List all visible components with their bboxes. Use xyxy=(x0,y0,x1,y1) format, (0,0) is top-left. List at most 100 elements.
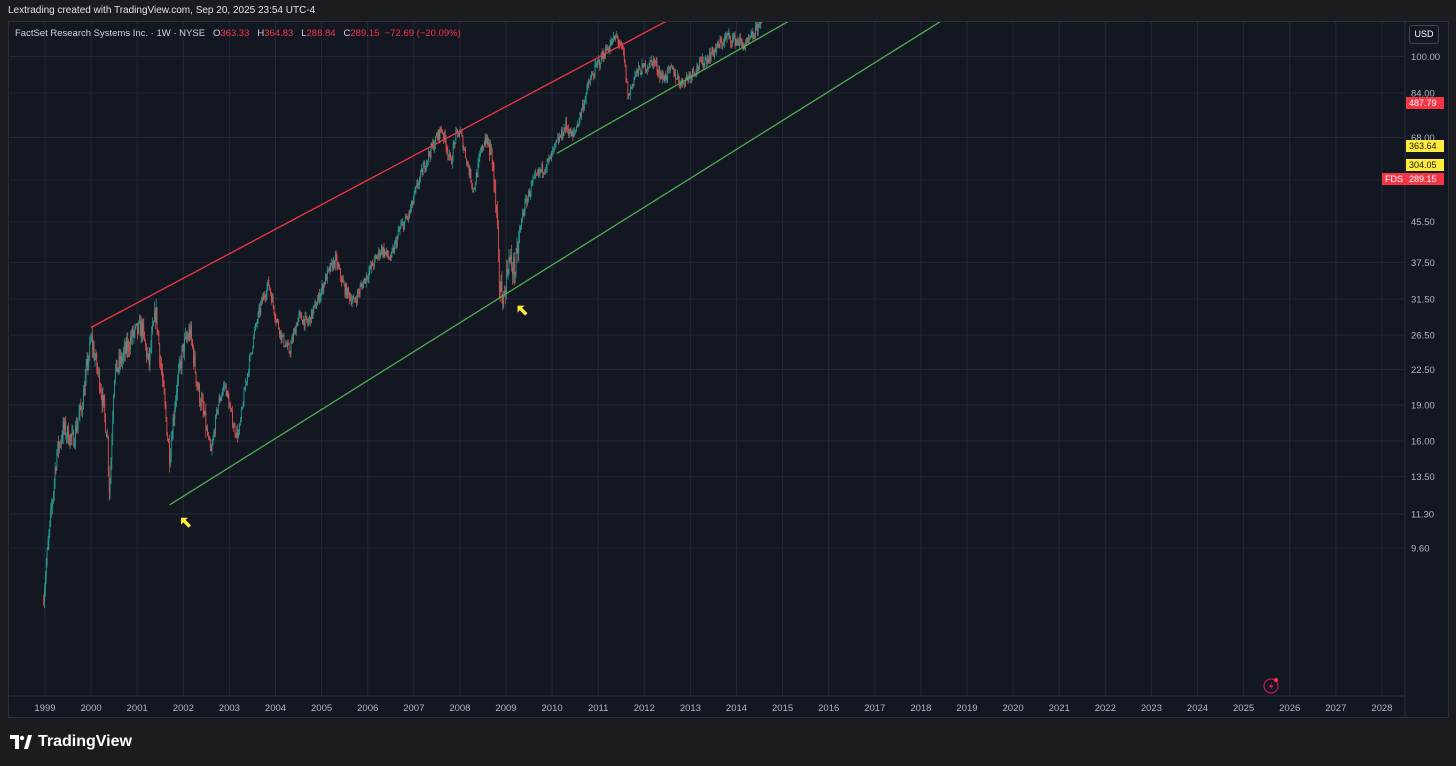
candle xyxy=(304,311,306,331)
candle xyxy=(82,401,83,418)
candle xyxy=(284,345,286,348)
candle xyxy=(677,73,679,83)
candle-body xyxy=(582,104,583,110)
candle-body xyxy=(748,37,749,41)
candle-body xyxy=(521,212,523,219)
candle-body xyxy=(121,355,122,363)
candle-body xyxy=(68,426,69,444)
candle xyxy=(222,387,224,397)
time-axis[interactable]: 1999 2000 2001 2002 2003 2004 2005 2006 2007 2008… xyxy=(34,703,1392,714)
candle-body xyxy=(254,329,255,336)
candle-body xyxy=(238,433,239,438)
price-chart[interactable]: 680.00555.00455.00375.00255.00215.00175.… xyxy=(8,22,1449,718)
candle xyxy=(280,329,282,344)
candle xyxy=(183,343,185,358)
candle-body xyxy=(683,83,685,84)
candle-body xyxy=(654,62,656,64)
candle xyxy=(60,439,61,448)
candle xyxy=(529,190,531,201)
trendline-green[interactable] xyxy=(169,22,1409,506)
symbol-name[interactable]: FactSet Research Systems Inc. · 1W · NYS… xyxy=(15,28,206,39)
candle-body xyxy=(598,59,599,61)
candle xyxy=(107,435,109,477)
candle-body xyxy=(105,414,106,433)
candle-body xyxy=(718,44,720,48)
candle-body xyxy=(414,190,416,193)
candle-body xyxy=(175,399,177,410)
low-value: 288.84 xyxy=(306,28,336,39)
candle xyxy=(123,338,125,362)
year-tick: 2005 xyxy=(311,703,332,714)
candle xyxy=(403,221,404,233)
candle xyxy=(387,249,388,259)
candle-body xyxy=(87,359,89,368)
candle xyxy=(689,72,691,78)
candle-body xyxy=(381,247,382,254)
candle-body xyxy=(615,35,617,37)
candle-body xyxy=(229,406,231,408)
candle xyxy=(357,288,358,306)
candle xyxy=(155,298,157,324)
candle xyxy=(431,141,433,149)
candle xyxy=(236,425,238,440)
tradingview-logo[interactable]: TradingView xyxy=(10,733,132,751)
candle xyxy=(122,352,123,370)
price-tick: 19.00 xyxy=(1411,400,1435,411)
candle-body xyxy=(564,127,566,130)
candle-body xyxy=(322,284,324,292)
candle xyxy=(261,296,263,307)
candle xyxy=(274,312,276,323)
candle-body xyxy=(317,300,318,306)
candle-body xyxy=(545,169,546,173)
candle xyxy=(295,325,296,335)
candle xyxy=(224,381,225,392)
candle-body xyxy=(211,444,213,452)
candle xyxy=(289,350,291,358)
candle-body xyxy=(728,33,730,35)
candle-body xyxy=(752,32,754,38)
candle-body xyxy=(499,288,501,291)
candle xyxy=(625,64,627,83)
candle xyxy=(396,234,398,248)
candle xyxy=(240,407,242,423)
candle xyxy=(151,326,153,355)
candle-body xyxy=(397,231,399,237)
candle-body xyxy=(605,47,606,59)
candle xyxy=(740,33,741,46)
candle xyxy=(375,254,377,260)
candle xyxy=(342,275,344,283)
candle-body xyxy=(160,362,161,364)
candle-body xyxy=(709,52,711,61)
candle-body xyxy=(372,262,373,266)
arrow-shape xyxy=(517,305,528,316)
currency-button[interactable]: USD xyxy=(1409,25,1439,44)
candle xyxy=(717,41,718,49)
drawings[interactable] xyxy=(90,22,1410,506)
candle-body xyxy=(394,243,396,253)
candle-body xyxy=(420,171,421,178)
candle-body xyxy=(54,468,56,481)
candle-body xyxy=(530,182,532,193)
lightning-icon[interactable] xyxy=(1263,678,1279,694)
candle-body xyxy=(223,386,224,391)
candle-body xyxy=(66,436,67,437)
candle-body xyxy=(586,85,588,94)
candle-body xyxy=(531,182,533,184)
candle-body xyxy=(114,380,115,396)
trendline-red[interactable] xyxy=(90,22,1409,328)
candle-body xyxy=(553,145,555,149)
candle xyxy=(661,70,662,80)
candle xyxy=(429,150,431,163)
candle xyxy=(156,307,158,335)
candle-body xyxy=(170,455,171,465)
candle xyxy=(570,127,572,137)
candle xyxy=(308,317,310,327)
candle-body xyxy=(71,432,73,437)
trendline-green[interactable] xyxy=(556,22,1410,155)
candle-body xyxy=(692,69,693,76)
candle xyxy=(647,66,649,73)
candle xyxy=(112,410,114,446)
candle xyxy=(700,56,701,62)
candle xyxy=(330,262,332,273)
grid xyxy=(8,22,1405,696)
